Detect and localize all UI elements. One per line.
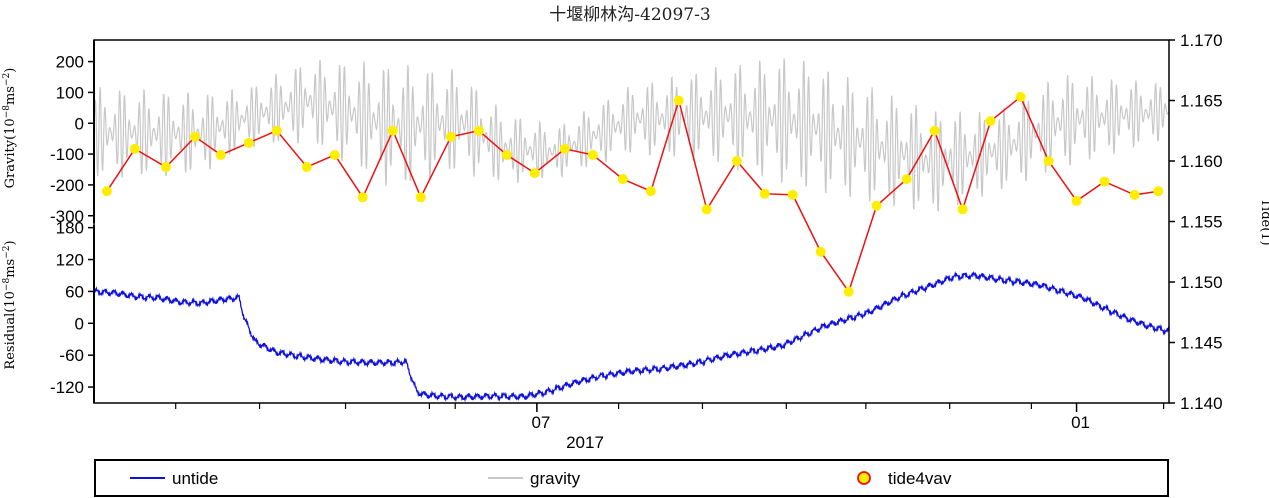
tide4vav-point [387, 125, 398, 136]
residual-y-tick-label: 0 [75, 314, 84, 333]
tide4vav-point [871, 200, 882, 211]
tide4vav-point [215, 149, 226, 160]
gravity-y-label: Gravity(10−8ms−2) [2, 68, 18, 189]
tide4vav-point [617, 174, 628, 185]
residual-y-tick-label: -120 [50, 378, 84, 397]
plot-frame [93, 39, 1170, 404]
tide4vav-point [243, 137, 254, 148]
gravity-y-tick-label: -200 [50, 176, 84, 195]
tide4vav-point [445, 131, 456, 142]
legend-tide4vav-label: tide4vav [888, 469, 952, 488]
tide-y-tick-label: 1.155 [1180, 213, 1223, 232]
tide4vav-point [415, 192, 426, 203]
tide4vav-point [1129, 189, 1140, 200]
tide4vav-line [106, 95, 1159, 294]
legend-untide-label: untide [172, 469, 218, 488]
tide4vav-point [161, 162, 172, 173]
x-tick-label: 01 [1071, 413, 1090, 432]
tide4vav-point [985, 116, 996, 127]
tide4vav-point [101, 186, 112, 197]
untide-line [93, 271, 1170, 403]
tide-y-tick-label: 1.140 [1180, 394, 1223, 413]
gravity-series [93, 58, 1170, 212]
x-year-label: 2017 [566, 433, 604, 452]
tide4vav-point [957, 204, 968, 215]
gravity-y-axis: 200 100 0 -100 -200 -300 [50, 40, 95, 226]
tide4vav-point [329, 149, 340, 160]
tide4vav-point [787, 189, 798, 200]
tide4vav-point [271, 125, 282, 136]
gravity-y-tick-label: -300 [50, 207, 84, 226]
tide4vav-point [1153, 186, 1164, 197]
tide4vav-points [101, 91, 1164, 297]
tide4vav-point [529, 168, 540, 179]
tide-y-tick-label: 1.145 [1180, 334, 1223, 353]
tide4vav-point [1043, 156, 1054, 166]
tide-y-tick-label: 1.160 [1180, 152, 1223, 171]
tide4vav-point [901, 174, 912, 185]
x-axis: 07 01 [175, 403, 1165, 432]
tide4vav-point [673, 95, 684, 106]
tide4vav-point [731, 156, 742, 166]
legend: untide gravity tide4vav [94, 459, 1169, 497]
tide4vav-point [929, 125, 940, 136]
tide4vav-point [501, 149, 512, 160]
gravity-line [93, 58, 1170, 212]
tide-y-tick-label: 1.170 [1180, 31, 1223, 50]
untide-series [93, 271, 1170, 403]
tide4vav-point [1099, 176, 1110, 187]
residual-y-axis: 180 120 60 0 -60 -120 [50, 219, 95, 403]
x-tick-label: 07 [531, 413, 550, 432]
tide4vav-point [843, 286, 854, 297]
tide-y-tick-label: 1.150 [1180, 273, 1223, 292]
tide4vav-point [1015, 91, 1026, 102]
gravity-y-tick-label: 100 [56, 83, 84, 102]
residual-y-tick-label: -60 [59, 346, 84, 365]
legend-gravity-label: gravity [530, 469, 581, 488]
tide4vav-point [129, 143, 140, 154]
tide4vav-point [645, 186, 656, 197]
tide4vav-point [587, 149, 598, 160]
tide4vav-point [701, 204, 712, 215]
tide4vav-point [559, 143, 570, 154]
gravity-y-tick-label: 0 [75, 114, 84, 133]
legend-tide4vav-marker [857, 471, 871, 485]
tide4vav-point [190, 131, 201, 142]
tide4vav-point [301, 162, 312, 173]
tide-y-tick-label: 1.165 [1180, 92, 1223, 111]
residual-y-tick-label: 120 [56, 251, 84, 270]
tide4vav-point [473, 125, 484, 136]
tide4vav-point [759, 188, 770, 199]
residual-y-tick-label: 60 [65, 282, 84, 301]
residual-y-label: Residual(10−8ms−2) [2, 240, 18, 369]
gravity-y-tick-label: 200 [56, 53, 84, 72]
tide4vav-series [106, 95, 1159, 294]
tide-y-axis: 1.170 1.165 1.160 1.155 1.150 1.145 1.140 [1169, 31, 1223, 413]
chart-title: 十堰柳林沟-42097-3 [549, 5, 710, 25]
tide4vav-point [357, 192, 368, 203]
gravity-y-tick-label: -100 [50, 145, 84, 164]
tide4vav-point [815, 246, 826, 257]
tide-y-label: Tide(1) [1258, 198, 1269, 245]
legend-box [94, 459, 1169, 497]
tide4vav-point [1071, 195, 1082, 206]
residual-y-tick-label: 180 [56, 219, 84, 238]
